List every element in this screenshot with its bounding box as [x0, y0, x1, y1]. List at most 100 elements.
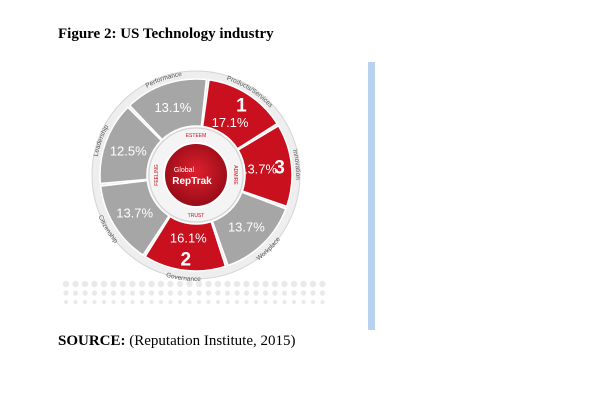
reflection-dot: [300, 280, 307, 288]
dimension-label-governance: Governance: [165, 272, 201, 283]
reflection-dot: [282, 300, 287, 304]
reflection-dot: [129, 280, 136, 288]
reflection-dot: [100, 280, 108, 288]
reflection-dot: [120, 290, 126, 296]
reflection-dot: [234, 290, 240, 296]
segment-value-label: 13.1%: [154, 100, 191, 115]
segment-innovation: [237, 124, 293, 208]
reflection-dot: [300, 290, 307, 296]
segment-value-label: 13.7%: [240, 162, 277, 177]
figure-title: Figure 2: US Technology industry: [58, 26, 274, 42]
segment-value-label: 17.1%: [212, 115, 249, 130]
reflection-dot: [158, 290, 164, 296]
reflection-dot: [159, 300, 163, 304]
reflection-dot: [196, 290, 202, 296]
reflection-dot: [197, 300, 201, 304]
reflection-dot: [148, 290, 155, 296]
reflection-dot: [148, 280, 155, 288]
reflection-dot: [215, 290, 221, 296]
inner-labels-group: ESTEEM ADMIRE TRUST FEELING: [154, 133, 238, 219]
reflection-dot: [167, 290, 174, 296]
reflection-dot: [319, 290, 326, 296]
reflection-dot: [167, 280, 174, 288]
reflection-dot: [243, 280, 250, 288]
reflection-dot: [121, 300, 125, 304]
reflection-dot: [195, 280, 203, 288]
source-text: (Reputation Institute, 2015): [125, 333, 296, 349]
segment-rank-label: 1: [236, 95, 247, 116]
reflection-dot: [110, 290, 117, 296]
reflection-dot: [139, 290, 145, 296]
reflection-dot: [262, 280, 269, 288]
reflection-dot: [233, 280, 241, 288]
reflection-dot: [206, 300, 211, 304]
reflection-dot: [262, 290, 269, 296]
reflection-dot: [254, 300, 258, 304]
reflection-dot: [83, 300, 87, 304]
reflection-dot: [129, 290, 136, 296]
core-label-line2: RepTrak: [172, 176, 212, 187]
reflection-dot: [205, 290, 212, 296]
reflection-dot: [111, 300, 116, 304]
reflection-dot: [290, 280, 298, 288]
reflection-dot: [291, 290, 297, 296]
segment-value-label: 13.7%: [228, 219, 265, 234]
reflection-dot: [271, 280, 279, 288]
segment-products-services: [201, 79, 279, 150]
reflection-dot: [224, 290, 231, 296]
inner-label-admire: ADMIRE: [232, 165, 238, 185]
reflection-dot: [92, 300, 97, 304]
segment-value-label: 13.7%: [116, 206, 153, 221]
segment-rank-label: 3: [274, 157, 285, 178]
reflection-dot: [110, 280, 117, 288]
reflection-dot: [149, 300, 154, 304]
reflection-dot: [119, 280, 127, 288]
segment-governance: [144, 215, 227, 272]
reflection-dot: [186, 290, 193, 296]
source-citation: SOURCE: (Reputation Institute, 2015): [58, 333, 296, 350]
inner-label-trust: TRUST: [188, 213, 205, 219]
reflection-dot: [216, 300, 220, 304]
reflection-dot: [301, 300, 306, 304]
reflection-dot: [81, 280, 89, 288]
reflection-dot: [224, 280, 231, 288]
core-label-line1: Global: [174, 167, 195, 174]
reflection-dot: [186, 280, 193, 288]
reflection-dot: [243, 290, 250, 296]
reflection-dot: [102, 300, 106, 304]
reflection-dot: [310, 290, 316, 296]
reflection-dot: [72, 280, 79, 288]
reflection-dot: [91, 280, 98, 288]
segment-performance: [128, 78, 208, 141]
vertical-scrollbar[interactable]: [368, 62, 375, 330]
reflection-dot: [91, 290, 98, 296]
reflection-dot: [244, 300, 249, 304]
segment-leadership: [99, 106, 163, 185]
reflection-dot: [130, 300, 135, 304]
reflection-dot: [319, 280, 326, 288]
reptrak-chart: 17.1% 1 13.7% 3 13.7% 16.1% 2 13.7% 12.5% 13.1% P…: [56, 60, 336, 310]
reflection-dot: [63, 290, 69, 296]
reflection-dot: [177, 290, 183, 296]
reflection-dot: [281, 280, 288, 288]
dotted-reflection: [62, 280, 326, 304]
reflection-dot: [235, 300, 239, 304]
reflection-dot: [311, 300, 315, 304]
reflection-dot: [205, 280, 212, 288]
segment-citizenship: [99, 179, 170, 257]
segment-workplace: [211, 191, 287, 267]
reflection-dot: [82, 290, 88, 296]
inner-label-esteem: ESTEEM: [186, 133, 207, 139]
reflection-dot: [73, 300, 78, 304]
reflection-dot: [178, 300, 182, 304]
reflection-dot: [309, 280, 317, 288]
reflection-dot: [272, 290, 278, 296]
reflection-dot: [62, 280, 70, 288]
reflection-dot: [187, 300, 192, 304]
reflection-dot: [140, 300, 144, 304]
reflection-dot: [64, 300, 68, 304]
segment-value-label: 16.1%: [170, 231, 207, 246]
reflection-dot: [263, 300, 268, 304]
reflection-dot: [320, 300, 325, 304]
reflection-dot: [225, 300, 230, 304]
